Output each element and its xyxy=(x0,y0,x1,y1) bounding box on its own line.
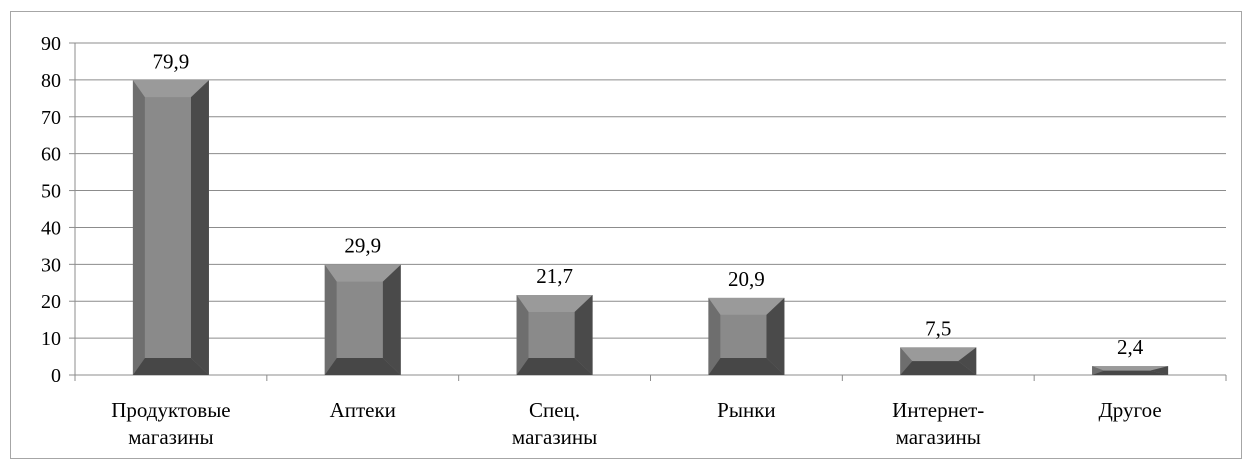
y-tick-label: 40 xyxy=(41,217,61,239)
bar-bevel-bottom xyxy=(708,358,785,375)
bar xyxy=(516,294,593,375)
x-tick-label: магазины xyxy=(128,425,213,449)
y-tick-label: 0 xyxy=(51,365,61,387)
bar-bevel-bottom xyxy=(900,361,977,375)
chart-frame xyxy=(10,11,1242,459)
x-tick-label: магазины xyxy=(896,425,981,449)
bar xyxy=(1092,366,1169,375)
bar-bevel-right xyxy=(958,347,977,375)
bar-bevel-right xyxy=(190,80,209,375)
data-label: 21,7 xyxy=(536,264,573,288)
bar xyxy=(132,80,209,375)
data-label: 7,5 xyxy=(925,316,951,340)
bar xyxy=(900,347,977,375)
bar-bevel-top xyxy=(1092,366,1169,371)
bar-bevel-left xyxy=(900,347,913,375)
bar-bevel-top xyxy=(708,297,785,315)
y-tick-label: 10 xyxy=(41,328,61,350)
bar-inner-face xyxy=(144,97,191,358)
x-tick-label: Рынки xyxy=(717,398,775,422)
x-tick-label: магазины xyxy=(512,425,597,449)
bar-bevel-top xyxy=(900,347,977,362)
bar-inner-face xyxy=(720,314,767,358)
bar-bevel-right xyxy=(382,264,401,375)
bar-bevel-left xyxy=(132,80,145,375)
bar-bevel-right xyxy=(574,294,593,375)
y-tick-label: 70 xyxy=(41,107,61,129)
bar xyxy=(708,297,785,375)
y-tick-label: 20 xyxy=(41,291,61,313)
bar-bevel-bottom xyxy=(1092,370,1169,375)
bar xyxy=(324,264,401,375)
bar-inner-face xyxy=(336,281,383,358)
x-tick-label: Интернет- xyxy=(892,398,984,422)
bar-bevel-left xyxy=(1092,366,1105,375)
y-tick-label: 90 xyxy=(41,33,61,55)
bar-bevel-right xyxy=(766,297,785,375)
x-tick-label: Продуктовые xyxy=(111,398,230,422)
data-label: 2,4 xyxy=(1117,335,1144,359)
bar-bevel-left xyxy=(324,264,337,375)
bar-bevel-bottom xyxy=(516,358,593,375)
data-label: 79,9 xyxy=(153,49,190,73)
y-tick-label: 60 xyxy=(41,144,61,166)
bar-bevel-top xyxy=(324,264,401,282)
x-tick-label: Аптеки xyxy=(330,398,396,422)
data-label: 20,9 xyxy=(728,267,765,291)
bar-bevel-bottom xyxy=(132,358,209,375)
y-tick-label: 80 xyxy=(41,70,61,92)
bar-inner-face xyxy=(528,311,575,358)
y-tick-label: 30 xyxy=(41,254,61,276)
bar-bevel-top xyxy=(132,80,209,98)
bar-bevel-left xyxy=(708,297,721,375)
bar-bevel-top xyxy=(516,294,593,312)
y-tick-label: 50 xyxy=(41,181,61,203)
x-tick-label: Спец. xyxy=(529,398,580,422)
bar-bevel-right xyxy=(1150,366,1169,375)
data-label: 29,9 xyxy=(344,234,381,258)
bar-bevel-bottom xyxy=(324,358,401,375)
x-tick-label: Другое xyxy=(1098,398,1161,422)
bar-bevel-left xyxy=(516,294,529,375)
